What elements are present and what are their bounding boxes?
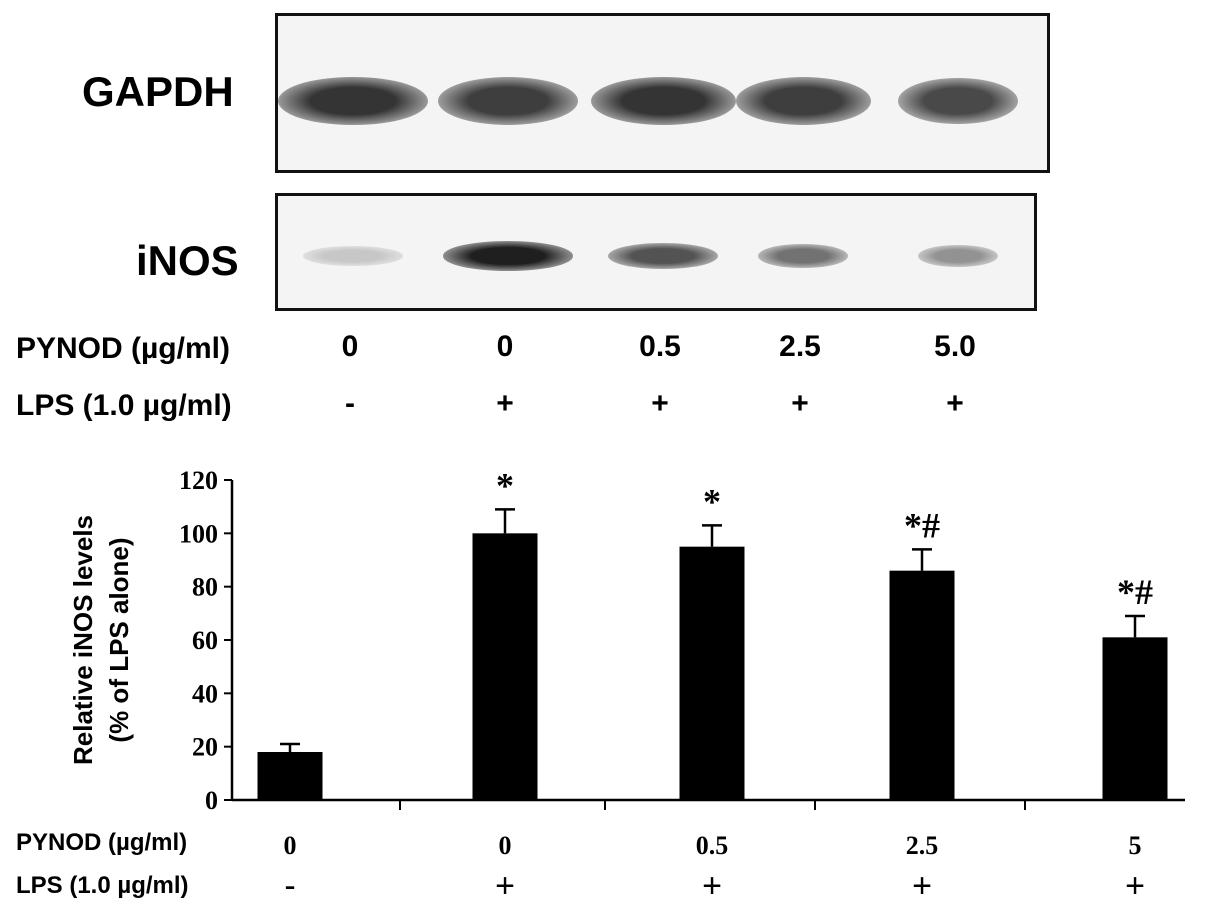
blot-condition-value: +	[791, 387, 809, 420]
significance-label: *	[496, 465, 514, 505]
x-condition-value: 2.5	[906, 831, 939, 860]
chart-condition-label-pynod: PYNOD (µg/ml)	[16, 829, 188, 856]
blot-band	[278, 76, 428, 126]
blot-condition-value: -	[345, 387, 355, 420]
blot-band	[438, 77, 578, 125]
y-tick-label: 100	[179, 519, 218, 548]
blot-band	[608, 242, 718, 270]
blot-panel-inos	[275, 193, 1037, 311]
y-tick-label: 120	[179, 466, 218, 495]
blot-condition-label-pynod: PYNOD (µg/ml)	[16, 332, 230, 365]
y-axis-label: (% of LPS alone)	[104, 537, 134, 742]
y-tick-label: 20	[192, 733, 218, 762]
significance-label: *#	[1117, 572, 1153, 612]
y-tick-label: 0	[205, 786, 218, 815]
x-condition-value: +	[1125, 867, 1145, 905]
bar	[1102, 637, 1168, 800]
y-axis-label: Relative iNOS levels	[68, 515, 98, 765]
x-condition-value: 0.5	[696, 831, 729, 860]
bar	[257, 752, 323, 800]
blot-condition-value: 0	[496, 330, 514, 363]
blot-band	[898, 77, 1018, 125]
x-condition-value: +	[495, 867, 515, 905]
blot-condition-value: +	[651, 387, 669, 420]
blot-panel-gapdh	[275, 13, 1050, 173]
x-condition-value: +	[912, 867, 932, 905]
significance-label: *	[703, 481, 721, 521]
blot-band	[918, 244, 998, 268]
bar	[889, 570, 955, 800]
blot-condition-value: 5.0	[934, 330, 976, 363]
blot-label-gapdh: GAPDH	[82, 68, 234, 115]
blot-condition-label-lps: LPS (1.0 µg/ml)	[16, 389, 232, 422]
x-condition-value: -	[284, 867, 295, 905]
y-tick-label: 80	[192, 573, 218, 602]
blot-band	[443, 241, 573, 271]
blot-band	[758, 243, 848, 269]
blot-condition-value: +	[496, 387, 514, 420]
chart-condition-label-lps: LPS (1.0 µg/ml)	[16, 872, 189, 899]
x-condition-value: 5	[1129, 831, 1142, 860]
blot-band	[590, 76, 736, 126]
x-condition-value: +	[702, 867, 722, 905]
y-tick-label: 40	[192, 679, 218, 708]
x-condition-value: 0	[499, 831, 512, 860]
blot-condition-value: 0	[341, 330, 359, 363]
bar	[472, 533, 538, 800]
blot-band	[735, 77, 871, 125]
blot-condition-value: +	[946, 387, 964, 420]
blot-label-inos: iNOS	[136, 237, 239, 284]
blot-condition-value: 0.5	[639, 330, 681, 363]
y-tick-label: 60	[192, 626, 218, 655]
significance-label: *#	[904, 505, 940, 545]
bar	[679, 546, 745, 800]
x-condition-value: 0	[284, 831, 297, 860]
blot-band	[303, 246, 403, 266]
blot-condition-value: 2.5	[779, 330, 821, 363]
